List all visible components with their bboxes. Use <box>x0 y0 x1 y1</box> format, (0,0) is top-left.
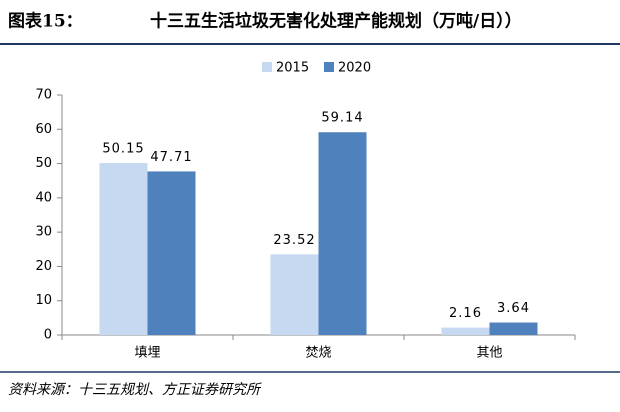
value-label: 3.64 <box>497 301 530 316</box>
legend-swatch <box>324 62 334 72</box>
y-tick-label: 0 <box>44 328 52 343</box>
chart-title: 十三五生活垃圾无害化处理产能规划（万吨/日）） <box>150 11 522 32</box>
bar <box>489 322 538 335</box>
value-label: 23.52 <box>273 233 315 248</box>
legend-label: 2020 <box>338 61 371 76</box>
bar <box>147 171 196 335</box>
y-tick-label: 50 <box>35 156 52 171</box>
y-tick-label: 30 <box>35 225 52 240</box>
legend-swatch <box>262 62 272 72</box>
x-tick-label: 其他 <box>476 346 502 361</box>
bar <box>441 327 490 335</box>
value-label: 2.16 <box>449 306 482 321</box>
source: 资料来源：十三五规划、方正证券研究所 <box>8 382 262 398</box>
value-label: 59.14 <box>321 111 363 126</box>
legend-label: 2015 <box>276 61 309 76</box>
bar <box>318 132 367 335</box>
figure-label: 图表15： <box>8 11 83 32</box>
value-label: 50.15 <box>102 142 144 157</box>
y-tick-label: 60 <box>35 122 52 137</box>
y-tick-label: 70 <box>35 88 52 103</box>
x-tick-label: 填埋 <box>134 346 160 361</box>
y-tick-label: 40 <box>35 190 52 205</box>
value-label: 47.71 <box>150 150 192 165</box>
y-tick-label: 20 <box>35 259 52 274</box>
bar <box>270 254 319 335</box>
bar <box>99 163 148 335</box>
x-tick-label: 焚烧 <box>305 346 331 361</box>
y-tick-label: 10 <box>35 293 52 308</box>
